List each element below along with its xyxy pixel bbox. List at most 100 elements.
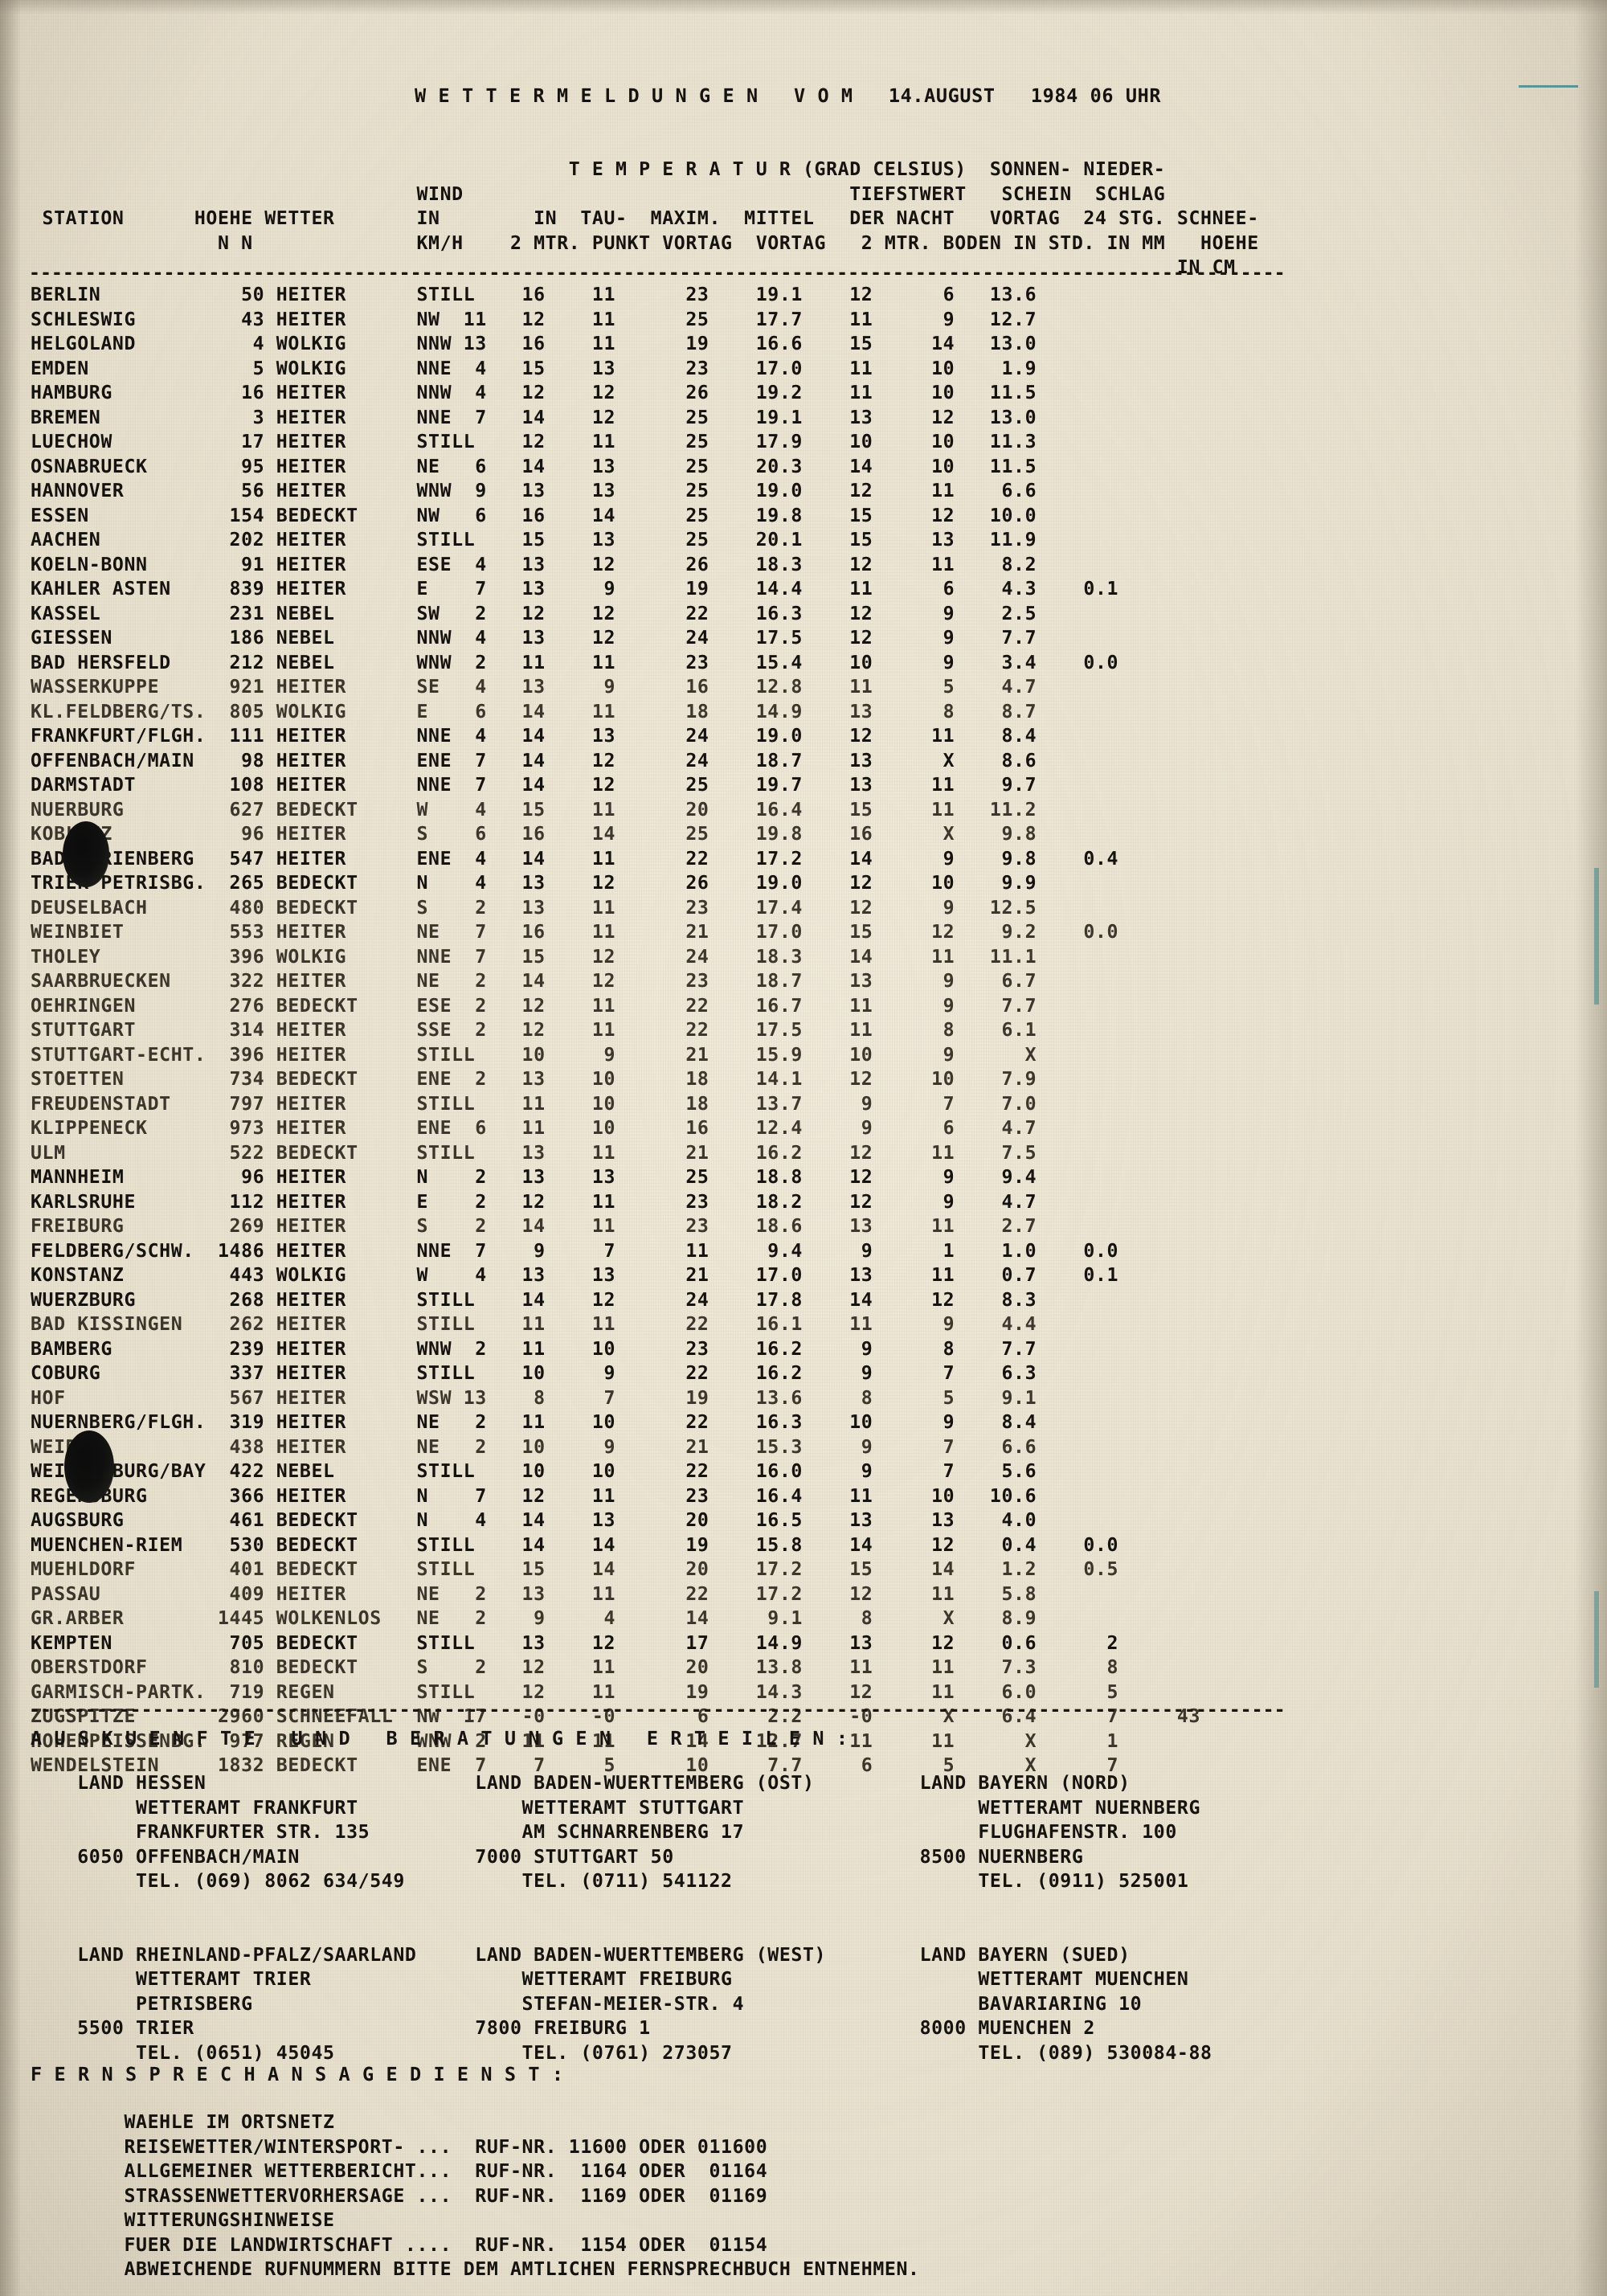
advice-section-title: A U S K U E N F T E U N D B E R A T U N … bbox=[31, 1727, 848, 1750]
page-edge-shadow-right bbox=[1575, 0, 1607, 2296]
office-line: LAND RHEINLAND-PFALZ/SAARLAND LAND BADEN… bbox=[31, 1943, 1131, 1966]
table-row: HOHENPEISSENBG. 977 REGEN WNW 2 11 11 14… bbox=[31, 1729, 1201, 1752]
scan-artifact-right-upper bbox=[1594, 868, 1599, 1005]
office-line: PETRISBERG STEFAN-MEIER-STR. 4 BAVARIARI… bbox=[31, 1992, 1143, 2015]
table-row: KASSEL 231 NEBEL SW 2 12 12 22 16.3 12 9… bbox=[31, 602, 1201, 624]
office-line: FRANKFURTER STR. 135 AM SCHNARRENBERG 17… bbox=[31, 1821, 1177, 1843]
table-row: AUGSBURG 461 BEDECKT N 4 14 13 20 16.5 1… bbox=[31, 1509, 1201, 1531]
phone-service-line: FUER DIE LANDWIRTSCHAFT .... RUF-NR. 115… bbox=[31, 2233, 768, 2256]
table-row: TRIER PETRISBG. 265 BEDECKT N 4 13 12 26… bbox=[31, 872, 1201, 894]
phone-service-line: STRASSENWETTERVORHERSAGE ... RUF-NR. 116… bbox=[31, 2184, 768, 2207]
table-row: KEMPTEN 705 BEDECKT STILL 13 12 17 14.9 … bbox=[31, 1631, 1201, 1654]
table-row: KOBLENZ 96 HEITER S 6 16 14 25 19.8 16 X… bbox=[31, 823, 1201, 845]
table-row: BERLIN 50 HEITER STILL 16 11 23 19.1 12 … bbox=[31, 284, 1201, 305]
phone-service-list: WAEHLE IM ORTSNETZ REISEWETTER/WINTERSPO… bbox=[31, 2110, 920, 2282]
table-row: LUECHOW 17 HEITER STILL 12 11 25 17.9 10… bbox=[31, 431, 1201, 452]
table-row: GIESSEN 186 NEBEL NNW 4 13 12 24 17.5 12… bbox=[31, 627, 1201, 649]
table-row: KOELN-BONN 91 HEITER ESE 4 13 12 26 18.3… bbox=[31, 553, 1201, 575]
table-row: BREMEN 3 HEITER NNE 7 14 12 25 19.1 13 1… bbox=[31, 406, 1201, 428]
table-row: FRANKFURT/FLGH. 111 HEITER NNE 4 14 13 2… bbox=[31, 725, 1201, 747]
table-row: EMDEN 5 WOLKIG NNE 4 15 13 23 17.0 11 10… bbox=[31, 357, 1201, 379]
page-edge-shadow-top bbox=[0, 0, 1607, 14]
page-edge-shadow-left bbox=[0, 0, 21, 2296]
table-row: FREUDENSTADT 797 HEITER STILL 11 10 18 1… bbox=[31, 1092, 1201, 1115]
table-row: WEIDEN 438 HEITER NE 2 10 9 21 15.3 9 7 … bbox=[31, 1435, 1201, 1458]
table-row: DEUSELBACH 480 BEDECKT S 2 13 11 23 17.4… bbox=[31, 896, 1201, 919]
phone-service-title: F E R N S P R E C H A N S A G E D I E N … bbox=[31, 2063, 564, 2085]
table-row: NUERBURG 627 BEDECKT W 4 15 11 20 16.4 1… bbox=[31, 798, 1201, 821]
table-row: FREIBURG 269 HEITER S 2 14 11 23 18.6 13… bbox=[31, 1215, 1201, 1237]
table-row: SAARBRUECKEN 322 HEITER NE 2 14 12 23 18… bbox=[31, 970, 1201, 992]
table-row: COBURG 337 HEITER STILL 10 9 22 16.2 9 7… bbox=[31, 1362, 1201, 1384]
table-row: STOETTEN 734 BEDECKT ENE 2 13 10 18 14.1… bbox=[31, 1068, 1201, 1090]
table-row: HAMBURG 16 HEITER NNW 4 12 12 26 19.2 11… bbox=[31, 382, 1201, 403]
header-line-temperature-group: T E M P E R A T U R (GRAD CELSIUS) SONNE… bbox=[31, 158, 1166, 180]
weather-offices-list: LAND HESSEN LAND BADEN-WUERTTEMBERG (OST… bbox=[31, 1771, 1212, 2065]
table-row: KAHLER ASTEN 839 HEITER E 7 13 9 19 14.4… bbox=[31, 578, 1201, 600]
office-line-spacer bbox=[31, 1918, 1212, 1943]
table-header: T E M P E R A T U R (GRAD CELSIUS) SONNE… bbox=[31, 158, 1259, 280]
phone-service-line: ALLGEMEINER WETTERBERICHT... RUF-NR. 116… bbox=[31, 2160, 768, 2182]
header-line-units: N N KM/H 2 MTR. PUNKT VORTAG VORTAG 2 MT… bbox=[31, 231, 1259, 254]
table-row: HANNOVER 56 HEITER WNW 9 13 13 25 19.0 1… bbox=[31, 480, 1201, 501]
table-row: PASSAU 409 HEITER NE 2 13 11 22 17.2 12 … bbox=[31, 1582, 1201, 1605]
table-row: KARLSRUHE 112 HEITER E 2 12 11 23 18.2 1… bbox=[31, 1190, 1201, 1213]
table-row: MUENCHEN-RIEM 530 BEDECKT STILL 14 14 19… bbox=[31, 1533, 1201, 1556]
phone-service-line: WITTERUNGSHINWEISE bbox=[31, 2209, 335, 2231]
header-line-wind-tiefstwert: WIND TIEFSTWERT SCHEIN SCHLAG bbox=[31, 182, 1166, 205]
scan-artifact-top-right bbox=[1519, 85, 1578, 88]
table-row: OEHRINGEN 276 BEDECKT ESE 2 12 11 22 16.… bbox=[31, 994, 1201, 1017]
table-row: OFFENBACH/MAIN 98 HEITER ENE 7 14 12 24 … bbox=[31, 749, 1201, 771]
scan-artifact-right-lower bbox=[1594, 1591, 1599, 1688]
table-row: WEINBIET 553 HEITER NE 7 16 11 21 17.0 1… bbox=[31, 921, 1201, 943]
table-row: STUTTGART-ECHT. 396 HEITER STILL 10 9 21… bbox=[31, 1043, 1201, 1066]
table-row: WASSERKUPPE 921 HEITER SE 4 13 9 16 12.8… bbox=[31, 676, 1201, 698]
table-row: KL.FELDBERG/TS. 805 WOLKIG E 6 14 11 18 … bbox=[31, 700, 1201, 722]
table-row: ESSEN 154 BEDECKT NW 6 16 14 25 19.8 15 … bbox=[31, 504, 1201, 526]
footer-rule: ----------------------------------------… bbox=[29, 1699, 1286, 1721]
table-row: MANNHEIM 96 HEITER N 2 13 13 25 18.8 12 … bbox=[31, 1166, 1201, 1188]
office-line-spacer bbox=[31, 1894, 1212, 1919]
table-row: BAD KISSINGEN 262 HEITER STILL 11 11 22 … bbox=[31, 1313, 1201, 1335]
office-line: LAND HESSEN LAND BADEN-WUERTTEMBERG (OST… bbox=[31, 1772, 1131, 1794]
table-row: KONSTANZ 443 WOLKIG W 4 13 13 21 17.0 13… bbox=[31, 1264, 1201, 1286]
page-title: W E T T E R M E L D U N G E N V O M 14.A… bbox=[415, 84, 1162, 107]
phone-service-line: REISEWETTER/WINTERSPORT- ... RUF-NR. 116… bbox=[31, 2135, 768, 2158]
office-line: TEL. (069) 8062 634/549 TEL. (0711) 5411… bbox=[31, 1870, 1189, 1892]
table-row: REGENSBURG 366 HEITER N 7 12 11 23 16.4 … bbox=[31, 1484, 1201, 1507]
table-row: STUTTGART 314 HEITER SSE 2 12 11 22 17.5… bbox=[31, 1019, 1201, 1041]
office-line: WETTERAMT TRIER WETTERAMT FREIBURG WETTE… bbox=[31, 1968, 1189, 1990]
table-row: WEISSENBURG/BAY 422 NEBEL STILL 10 10 22… bbox=[31, 1460, 1201, 1482]
phone-service-line: ABWEICHENDE RUFNUMMERN BITTE DEM AMTLICH… bbox=[31, 2258, 920, 2280]
table-row: OSNABRUECK 95 HEITER NE 6 14 13 25 20.3 … bbox=[31, 455, 1201, 477]
table-row: SCHLESWIG 43 HEITER NW 11 12 11 25 17.7 … bbox=[31, 308, 1201, 330]
observations-table: BERLIN 50 HEITER STILL 16 11 23 19.1 12 … bbox=[31, 283, 1200, 1778]
table-row: DARMSTADT 108 HEITER NNE 7 14 12 25 19.7… bbox=[31, 774, 1201, 796]
phone-service-line: WAEHLE IM ORTSNETZ bbox=[31, 2111, 335, 2133]
office-line: 5500 TRIER 7800 FREIBURG 1 8000 MUENCHEN… bbox=[31, 2017, 1095, 2039]
table-row: WUERZBURG 268 HEITER STILL 14 12 24 17.8… bbox=[31, 1288, 1201, 1311]
header-line-columns: STATION HOEHE WETTER IN IN TAU- MAXIM. M… bbox=[31, 207, 1259, 229]
table-row: ZUGSPITZE 2960 SCHNEEFALL NW 17 -0 -0 6 … bbox=[31, 1705, 1201, 1727]
office-line: 6050 OFFENBACH/MAIN 7000 STUTTGART 50 85… bbox=[31, 1845, 1084, 1868]
table-row: THOLEY 396 WOLKIG NNE 7 15 12 24 18.3 14… bbox=[31, 945, 1201, 968]
table-row: NUERNBERG/FLGH. 319 HEITER NE 2 11 10 22… bbox=[31, 1411, 1201, 1433]
table-row: ULM 522 BEDECKT STILL 13 11 21 16.2 12 1… bbox=[31, 1141, 1201, 1164]
table-row: BAD HERSFELD 212 NEBEL WNW 2 11 11 23 15… bbox=[31, 651, 1201, 673]
table-row: FELDBERG/SCHW. 1486 HEITER NNE 7 9 7 11 … bbox=[31, 1239, 1201, 1262]
table-row: BAD MARIENBERG 547 HEITER ENE 4 14 11 22… bbox=[31, 847, 1201, 870]
table-row: KLIPPENECK 973 HEITER ENE 6 11 10 16 12.… bbox=[31, 1117, 1201, 1139]
table-row: HELGOLAND 4 WOLKIG NNW 13 16 11 19 16.6 … bbox=[31, 333, 1201, 354]
table-row: AACHEN 202 HEITER STILL 15 13 25 20.1 15… bbox=[31, 529, 1201, 550]
table-row: WENDELSTEIN 1832 BEDECKT ENE 7 7 5 10 7.… bbox=[31, 1754, 1201, 1776]
office-line: TEL. (0651) 45045 TEL. (0761) 273057 TEL… bbox=[31, 2041, 1212, 2064]
table-row: MUEHLDORF 401 BEDECKT STILL 15 14 20 17.… bbox=[31, 1558, 1201, 1580]
office-line: WETTERAMT FRANKFURT WETTERAMT STUTTGART … bbox=[31, 1796, 1201, 1819]
table-row: GARMISCH-PARTK. 719 REGEN STILL 12 11 19… bbox=[31, 1680, 1201, 1703]
table-row: HOF 567 HEITER WSW 13 8 7 19 13.6 8 5 9.… bbox=[31, 1386, 1201, 1409]
table-row: OBERSTDORF 810 BEDECKT S 2 12 11 20 13.8… bbox=[31, 1656, 1201, 1678]
header-line-incm: IN CM bbox=[31, 256, 1236, 278]
header-rule: ----------------------------------------… bbox=[29, 262, 1286, 284]
table-row: BAMBERG 239 HEITER WNW 2 11 10 23 16.2 9… bbox=[31, 1337, 1201, 1360]
